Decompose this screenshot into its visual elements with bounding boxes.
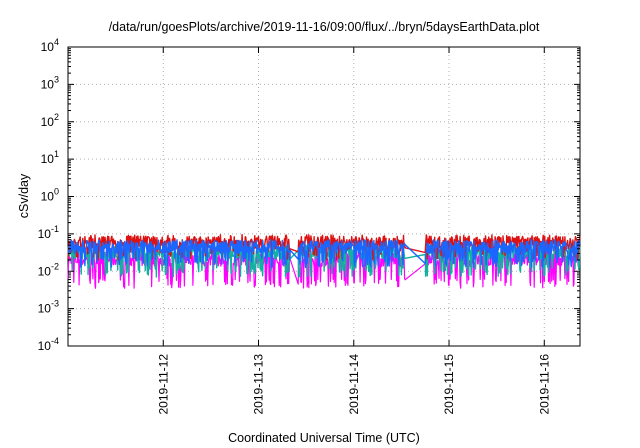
ticks (68, 46, 580, 347)
series-group (67, 233, 581, 289)
grid (68, 47, 580, 346)
y-tick-label: 10-2 (38, 261, 59, 278)
chart-title: /data/run/goesPlots/archive/2019-11-16/0… (109, 20, 540, 34)
x-tick-label: 2019-11-13 (252, 354, 266, 415)
series-line (67, 233, 581, 261)
y-tick-label: 101 (41, 149, 59, 166)
y-tick-label: 103 (41, 74, 59, 91)
x-tick-label: 2019-11-14 (347, 354, 361, 415)
y-tick-label: 10-4 (38, 336, 59, 353)
y-tick-label: 102 (41, 112, 59, 129)
x-tick-label: 2019-11-16 (537, 354, 551, 415)
x-axis-label: Coordinated Universal Time (UTC) (228, 431, 420, 445)
y-tick-label: 100 (41, 187, 59, 204)
x-tick-label: 2019-11-12 (156, 354, 170, 415)
y-tick-label: 10-1 (38, 224, 59, 241)
x-tick-labels: 2019-11-12 2019-11-13 2019-11-14 2019-11-15… (156, 354, 551, 415)
y-tick-label: 104 (41, 37, 59, 54)
x-tick-label: 2019-11-15 (442, 354, 456, 415)
y-tick-labels: 104 103 102 101 100 10-1 10-2 10-3 10-4 (38, 37, 59, 353)
y-axis-label: cSv/day (17, 173, 31, 218)
y-tick-label: 10-3 (38, 299, 59, 316)
series-line (67, 238, 581, 269)
